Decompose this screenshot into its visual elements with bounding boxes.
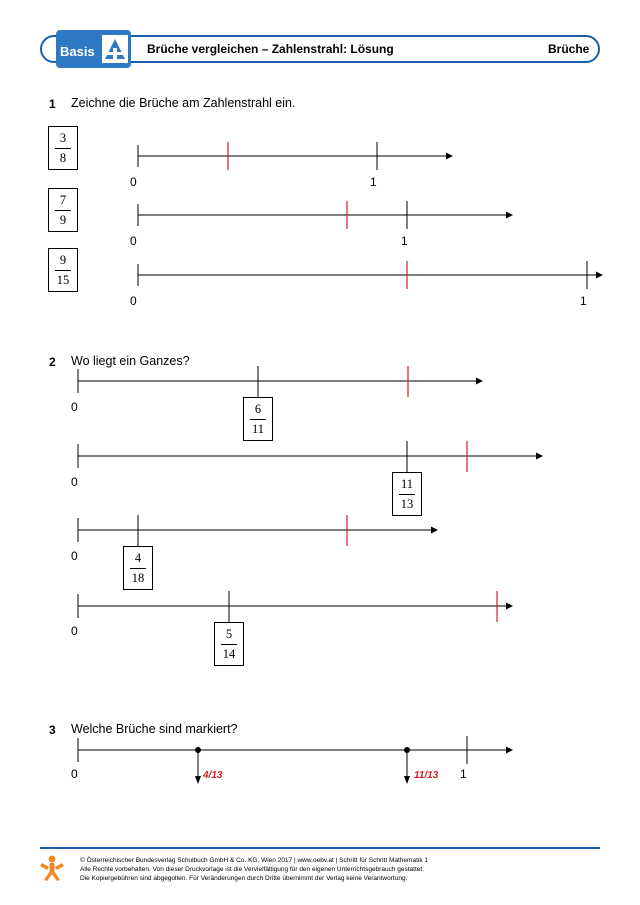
page-topic: Brüche [548,42,590,56]
arrow-down-icon [195,776,201,784]
fraction-numerator: 9 [59,253,67,267]
number-line [77,515,438,546]
footer-line-1: © Österreichischer Bundesverlag Schulbuc… [80,857,428,864]
arrow-down-icon [404,776,410,784]
publisher-logo-icon [40,855,64,881]
fraction-numerator: 3 [59,131,67,145]
task-1-fraction-box: 9 15 [48,248,78,292]
footer-line-2: Alle Rechte vorbehalten. Von dieser Druc… [80,866,424,873]
task-1-instruction: Zeichne die Brüche am Zahlenstrahl ein. [71,96,296,110]
number-line-one-label: 1 [580,294,587,308]
task-2-fraction-box: 4 18 [123,546,153,590]
answer-label: 4/13 [203,770,223,781]
task-2-fraction-box: 5 14 [214,622,244,666]
number-line [137,201,513,229]
number-line [77,366,483,397]
page-title: Brüche vergleichen – Zahlenstrahl: Lösun… [147,42,394,56]
task-1-number: 1 [49,97,56,111]
number-line [77,736,513,784]
task-1-fraction-box: 7 9 [48,188,78,232]
fraction-denominator: 9 [59,212,67,227]
footer-copyright: © Österreichischer Bundesverlag Schulbuc… [80,856,428,883]
number-line-one-label: 1 [460,767,467,781]
fraction-denominator: 11 [251,421,265,436]
number-line-one-label: 1 [370,175,377,189]
fraction-numerator: 7 [59,193,67,207]
number-line-zero-label: 0 [71,767,78,781]
task-2-number: 2 [49,355,56,369]
task-3-instruction: Welche Brüche sind markiert? [71,722,238,736]
fraction-denominator: 18 [131,570,145,585]
fraction-denominator: 14 [222,646,236,661]
task-3-number: 3 [49,723,56,737]
fraction-numerator: 5 [225,627,233,641]
fraction-numerator: 6 [254,402,262,416]
number-line-zero-label: 0 [71,400,78,414]
number-line [77,591,513,622]
number-line-zero-label: 0 [130,234,137,248]
fraction-denominator: 13 [400,496,414,511]
number-line-zero-label: 0 [71,475,78,489]
basis-logo [56,30,131,68]
fraction-numerator: 4 [134,551,142,565]
number-line-zero-label: 0 [130,294,137,308]
number-line [77,441,543,472]
number-line [137,261,603,289]
number-line-zero-label: 0 [71,624,78,638]
number-line [137,142,453,170]
fraction-denominator: 8 [59,150,67,165]
task-1-fraction-box: 3 8 [48,126,78,170]
answer-label: 11/13 [414,770,439,781]
task-2-instruction: Wo liegt ein Ganzes? [71,354,190,368]
footer-line-3: Die Kopiergebühren sind abgegolten. Für … [80,875,408,882]
number-line-one-label: 1 [401,234,408,248]
task-2-fraction-box: 11 13 [392,472,422,516]
logo-triangle-icon [102,35,128,63]
number-line-zero-label: 0 [130,175,137,189]
footer-divider [40,847,600,849]
fraction-numerator: 11 [400,477,414,491]
fraction-denominator: 15 [56,272,70,287]
number-line-zero-label: 0 [71,549,78,563]
task-2-fraction-box: 6 11 [243,397,273,441]
logo-text: Basis [60,44,95,59]
header-bar [40,35,600,63]
